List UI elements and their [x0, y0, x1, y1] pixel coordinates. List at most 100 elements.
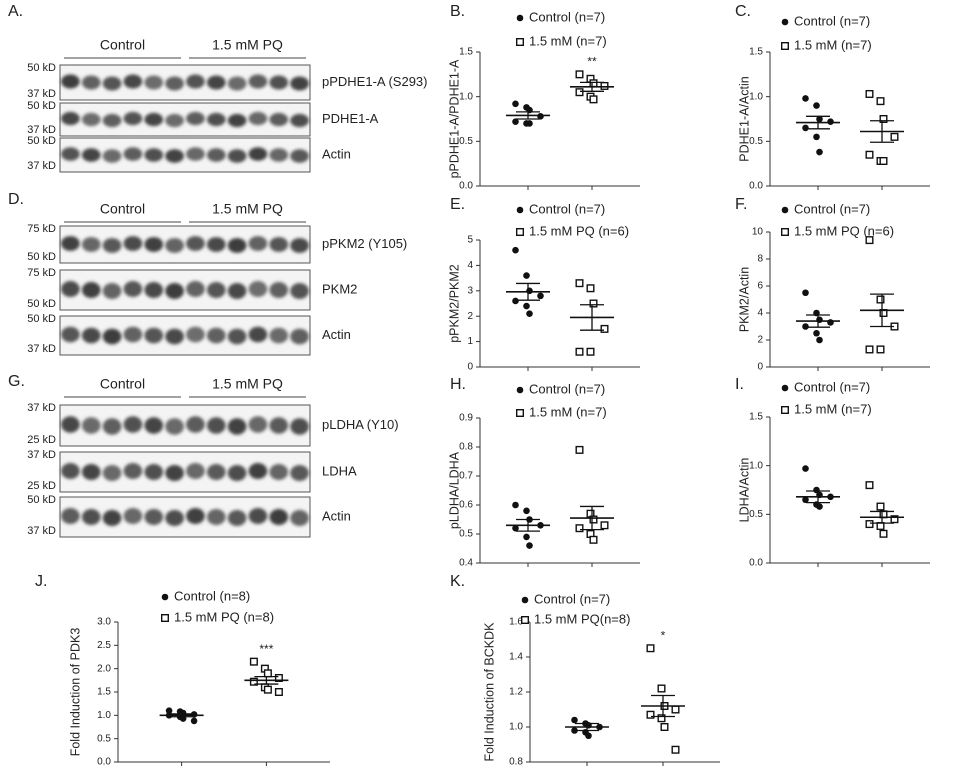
group-label: 1.5 mM PQ	[212, 37, 283, 53]
y-tick-label: 1.6	[509, 617, 523, 628]
data-point	[813, 102, 820, 109]
data-point	[865, 520, 874, 529]
blot-frame	[59, 404, 311, 447]
data-point	[865, 150, 874, 159]
data-point	[526, 542, 533, 549]
y-axis-label: pLDHA/LDHA	[447, 451, 461, 529]
legend-marker	[161, 593, 169, 601]
panel-label: I.	[735, 376, 744, 393]
band	[144, 464, 164, 480]
data-point	[827, 319, 834, 326]
y-tick-label: 0.7	[459, 471, 473, 482]
blot-frame	[59, 451, 311, 493]
band	[186, 74, 205, 89]
data-point	[512, 100, 519, 108]
y-tick-label: 1.5	[459, 47, 473, 58]
band	[61, 508, 80, 524]
band	[269, 464, 289, 480]
band	[206, 509, 226, 525]
y-tick-label: 3.0	[97, 617, 111, 628]
legend-marker	[516, 386, 524, 394]
band	[61, 416, 80, 433]
marker-label: 50 kD	[27, 251, 56, 263]
error-bar	[516, 518, 540, 532]
data-point	[802, 95, 809, 102]
band	[165, 149, 184, 163]
band	[123, 281, 143, 297]
band	[144, 237, 164, 252]
y-tick-label: 1.0	[749, 460, 763, 471]
band	[269, 75, 289, 90]
band	[144, 417, 164, 434]
marker-label: 37 kD	[27, 343, 56, 355]
band	[248, 416, 268, 433]
band	[186, 147, 205, 161]
significance: *	[661, 628, 666, 642]
y-tick-label: 0.0	[97, 757, 111, 768]
band	[123, 147, 143, 161]
error-bar	[806, 490, 830, 504]
marker-label: 25 kD	[27, 480, 56, 492]
legend-marker	[516, 14, 524, 22]
band	[144, 509, 164, 525]
band	[61, 111, 80, 126]
data-point	[600, 521, 609, 530]
band	[102, 465, 122, 481]
band	[123, 508, 143, 524]
error-bar	[580, 81, 604, 92]
y-tick-label: 1.0	[509, 722, 523, 733]
protein-label: pPKM2 (Y105)	[322, 236, 407, 251]
band	[102, 76, 122, 91]
data-point	[865, 89, 874, 98]
marker-label: 50 kD	[27, 62, 56, 74]
data-point	[876, 502, 885, 511]
data-point	[589, 299, 598, 308]
group-label: Control	[100, 37, 145, 53]
band	[102, 510, 122, 526]
y-tick-label: 1.5	[749, 47, 763, 58]
band	[290, 510, 309, 526]
band	[290, 418, 309, 435]
y-tick-label: 0.5	[459, 529, 473, 540]
marker-label: 50 kD	[27, 494, 56, 506]
data-point	[249, 677, 258, 686]
data-point	[575, 347, 584, 356]
legend-label: Control (n=7)	[529, 201, 605, 216]
protein-label: PDHE1-A	[322, 111, 379, 126]
data-point	[660, 723, 669, 732]
y-tick-label: 0.0	[749, 558, 763, 569]
blot-frame	[59, 315, 311, 356]
legend-label: Control (n=7)	[529, 381, 605, 396]
band	[81, 417, 101, 434]
band	[290, 149, 309, 163]
legend-marker	[521, 616, 530, 625]
data-point	[274, 674, 283, 683]
legend-marker	[516, 227, 525, 236]
band	[290, 465, 309, 481]
y-tick-label: 1.0	[459, 91, 473, 102]
data-point	[585, 732, 592, 740]
band	[144, 148, 164, 162]
band	[102, 113, 122, 128]
band	[102, 149, 122, 163]
error-bar	[806, 115, 830, 130]
significance: **	[587, 55, 597, 69]
band	[81, 237, 101, 252]
band	[123, 74, 143, 89]
band	[61, 326, 80, 343]
band	[186, 416, 205, 433]
legend-label: 1.5 mM PQ(n=8)	[534, 611, 630, 626]
band	[269, 417, 289, 434]
data-point	[165, 707, 173, 714]
y-tick-label: 0.4	[459, 558, 473, 569]
legend-marker	[781, 406, 790, 415]
legend-label: 1.5 mM (n=7)	[529, 404, 607, 419]
marker-label: 50 kD	[27, 100, 56, 112]
band	[165, 238, 184, 253]
data-point	[865, 481, 874, 490]
data-point	[890, 132, 899, 141]
data-point	[813, 133, 820, 141]
group-label: 1.5 mM PQ	[212, 376, 283, 392]
legend-label: Control (n=7)	[534, 591, 610, 606]
marker-label: 37 kD	[27, 525, 56, 537]
